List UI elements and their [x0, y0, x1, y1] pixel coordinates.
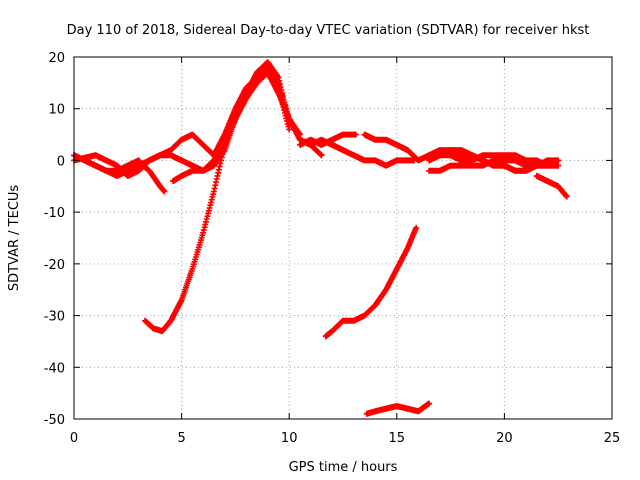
series-arc-e — [142, 69, 303, 335]
series-arc-n — [363, 400, 433, 417]
x-tick-label: 10 — [281, 431, 298, 446]
data-point-markers — [142, 69, 303, 335]
data-point-markers — [297, 131, 359, 148]
series-arc-k — [426, 152, 562, 169]
y-tick-label: -20 — [44, 258, 65, 273]
series-arc-m — [322, 224, 420, 340]
y-tick-label: -50 — [44, 413, 65, 428]
data-series — [71, 59, 570, 417]
data-point-markers — [426, 152, 562, 169]
y-tick-label: -10 — [44, 206, 65, 221]
chart-title: Day 110 of 2018, Sidereal Day-to-day VTE… — [67, 23, 590, 38]
y-tick-label: 0 — [57, 154, 65, 169]
x-tick-label: 20 — [496, 431, 513, 446]
x-tick-label: 5 — [177, 431, 185, 446]
series-arc-l — [533, 172, 570, 200]
y-tick-label: 10 — [48, 103, 65, 118]
plot-frame — [73, 56, 613, 420]
x-tick-label: 0 — [70, 431, 78, 446]
y-tick-label: -30 — [44, 310, 65, 325]
axis-ticks: 0 5 10 15 20 25 -50 -40 -30 -20 -10 0 10 20 — [44, 51, 621, 446]
x-tick-label: 15 — [389, 431, 406, 446]
y-tick-label: -40 — [44, 361, 65, 376]
y-axis-label: SDTVAR / TECUs — [7, 185, 22, 292]
x-tick-label: 25 — [604, 431, 621, 446]
data-point-markers — [533, 172, 570, 200]
series-arc-g — [297, 131, 359, 148]
grid-lines — [74, 57, 612, 419]
data-point-markers — [363, 400, 433, 417]
x-axis-label: GPS time / hours — [289, 460, 398, 475]
y-tick-label: 20 — [48, 51, 65, 66]
data-point-markers — [322, 224, 420, 340]
